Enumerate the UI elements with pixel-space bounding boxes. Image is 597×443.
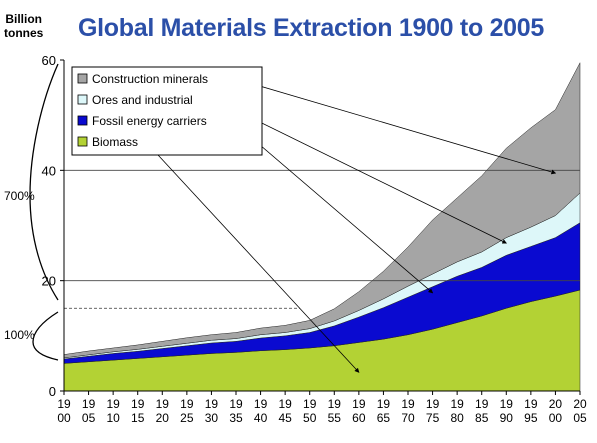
x-tick-label-bottom-1940: 40	[254, 411, 268, 425]
x-tick-label-bottom-1965: 65	[377, 411, 391, 425]
x-tick-label-bottom-1925: 25	[180, 411, 194, 425]
bracket-700-percent	[29, 63, 59, 301]
x-tick-label-bottom-1930: 30	[205, 411, 219, 425]
bracket-label-100: 100%	[4, 328, 35, 342]
x-tick-label-top-1995: 19	[524, 397, 538, 411]
x-tick-label-top-2000: 20	[549, 397, 563, 411]
x-tick-label-top-1905: 19	[82, 397, 96, 411]
arrow-fossil-energy-carriers	[231, 120, 434, 294]
legend-label-fossil-energy-carriers: Fossil energy carriers	[92, 114, 207, 128]
x-tick-label-top-2005: 20	[573, 397, 587, 411]
legend-swatch-construction-minerals	[77, 73, 88, 84]
x-tick-label-bottom-1905: 05	[82, 411, 96, 425]
x-tick-label-bottom-1980: 80	[450, 411, 464, 425]
x-tick-label-top-1910: 19	[106, 397, 120, 411]
x-tick-label-bottom-1985: 85	[475, 411, 489, 425]
arrow-biomass	[145, 141, 360, 373]
legend-label-biomass: Biomass	[92, 135, 138, 149]
x-tick-label-top-1980: 19	[450, 397, 464, 411]
x-tick-label-bottom-1960: 60	[352, 411, 366, 425]
area-construction-minerals	[63, 62, 581, 359]
y-tick-label-0: 0	[49, 384, 56, 399]
x-tick-label-bottom-1910: 10	[106, 411, 120, 425]
x-tick-label-bottom-1915: 15	[131, 411, 145, 425]
x-tick-label-bottom-1990: 90	[500, 411, 514, 425]
legend-label-ores-and-industrial: Ores and industrial	[92, 93, 193, 107]
legend-label-construction-minerals: Construction minerals	[92, 72, 208, 86]
unit-line-2: tonnes	[4, 26, 44, 40]
x-tick-label-top-1940: 19	[254, 397, 268, 411]
bracket-label-700: 700%	[4, 189, 35, 203]
x-tick-label-bottom-1955: 55	[328, 411, 342, 425]
chart-title: Global Materials Extraction 1900 to 2005	[78, 14, 544, 42]
x-tick-label-bottom-1970: 70	[401, 411, 415, 425]
y-tick-label-20: 20	[42, 274, 56, 289]
x-tick-label-top-1990: 19	[500, 397, 514, 411]
y-tick-label-60: 60	[42, 53, 56, 68]
arrow-ores-and-industrial	[214, 99, 508, 244]
x-tick-label-top-1970: 19	[401, 397, 415, 411]
legend-swatch-ores-and-industrial	[77, 94, 88, 105]
x-tick-label-bottom-1920: 20	[156, 411, 170, 425]
x-tick-label-bottom-1935: 35	[229, 411, 243, 425]
bracket-100-percent	[32, 311, 59, 361]
x-tick-label-bottom-1945: 45	[278, 411, 292, 425]
x-tick-label-top-1915: 19	[131, 397, 145, 411]
x-tick-label-top-1920: 19	[156, 397, 170, 411]
x-tick-label-top-1965: 19	[377, 397, 391, 411]
legend-box	[71, 66, 263, 156]
unit-line-1: Billion	[5, 12, 42, 26]
x-tick-label-bottom-1995: 95	[524, 411, 538, 425]
arrow-construction-minerals	[235, 78, 557, 175]
x-tick-label-top-1935: 19	[229, 397, 243, 411]
x-tick-label-top-1925: 19	[180, 397, 194, 411]
x-tick-label-top-1960: 19	[352, 397, 366, 411]
x-tick-label-top-1950: 19	[303, 397, 317, 411]
x-tick-label-top-1945: 19	[278, 397, 292, 411]
x-tick-label-top-1900: 19	[57, 397, 71, 411]
legend-swatch-fossil-energy-carriers	[77, 115, 88, 126]
x-tick-label-top-1930: 19	[205, 397, 219, 411]
y-axis-unit-label: Billion tonnes	[4, 12, 43, 40]
x-tick-label-bottom-1975: 75	[426, 411, 440, 425]
x-tick-label-top-1985: 19	[475, 397, 489, 411]
x-tick-label-bottom-1950: 50	[303, 411, 317, 425]
x-tick-label-bottom-2000: 00	[549, 411, 563, 425]
x-tick-label-bottom-2005: 05	[573, 411, 587, 425]
x-tick-label-top-1955: 19	[328, 397, 342, 411]
legend-swatch-biomass	[77, 136, 88, 147]
x-tick-label-bottom-1900: 00	[57, 411, 71, 425]
x-tick-label-top-1975: 19	[426, 397, 440, 411]
y-tick-label-40: 40	[42, 163, 56, 178]
